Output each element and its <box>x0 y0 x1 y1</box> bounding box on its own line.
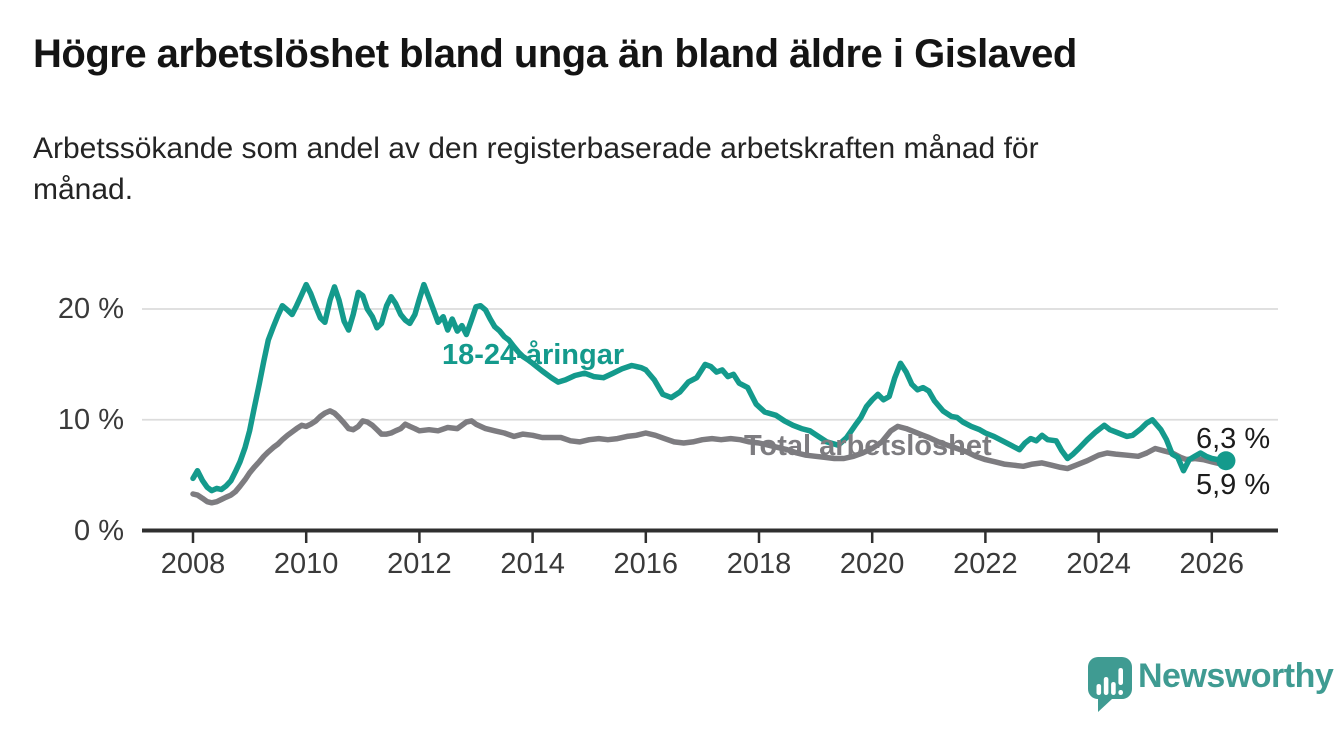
end-value-label-18-24: 6,3 % <box>1196 423 1271 455</box>
x-tick-label-2022: 2022 <box>953 548 1018 580</box>
x-tick-label-2010: 2010 <box>273 548 339 580</box>
x-tick-label-2008: 2008 <box>160 548 226 580</box>
x-tick-label-2012: 2012 <box>387 548 452 580</box>
subtitle-line-1: Arbetssökande som andel av den registerb… <box>33 132 1039 165</box>
gridlines <box>142 308 1278 421</box>
series-lines <box>190 281 1236 506</box>
chart-subtitle: Arbetssökande som andel av den registerb… <box>33 128 1233 210</box>
newsworthy-logo-icon <box>1088 657 1132 712</box>
series-line-total-arbetsl-shet <box>190 408 1229 506</box>
series-label-total: Total arbetslöshet <box>744 430 992 462</box>
y-tick-label-0: 0 % <box>74 514 124 547</box>
x-tick-label-2020: 2020 <box>839 548 905 580</box>
x-tick-label-2024: 2024 <box>1066 548 1131 580</box>
x-tick-label-2018: 2018 <box>726 548 792 580</box>
series-label-18-24: 18-24-åringar <box>442 339 625 371</box>
y-tick-label-10: 10 % <box>57 403 124 436</box>
chart-title: Högre arbetslöshet bland unga än bland ä… <box>33 32 1077 76</box>
x-tick-label-2014: 2014 <box>500 548 565 580</box>
x-tick-label-2026: 2026 <box>1179 548 1245 580</box>
series-line-18-24-ringar <box>190 281 1229 494</box>
x-axis <box>142 528 1278 543</box>
subtitle-line-2: månad. <box>33 173 134 206</box>
x-tick-label-2016: 2016 <box>613 548 679 580</box>
newsworthy-logo-text: Newsworthy <box>1138 657 1334 695</box>
series-end-dot-18-24 <box>1216 451 1236 471</box>
end-value-label-total: 5,9 % <box>1196 469 1271 501</box>
y-tick-label-20: 20 % <box>57 293 124 325</box>
